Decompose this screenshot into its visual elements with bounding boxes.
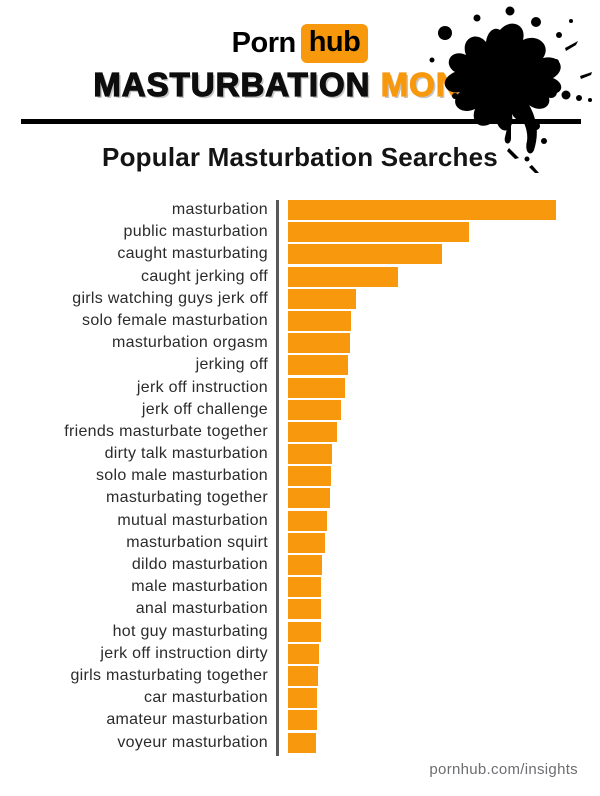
chart-row: girls watching guys jerk off bbox=[0, 288, 600, 309]
chart-row: solo female masturbation bbox=[0, 310, 600, 331]
bar bbox=[288, 621, 321, 642]
bar-label: hot guy masturbating bbox=[112, 622, 268, 640]
chart-row: solo male masturbation bbox=[0, 466, 600, 487]
bar-label: solo female masturbation bbox=[82, 311, 268, 329]
chart-row: friends masturbate together bbox=[0, 421, 600, 442]
bar bbox=[288, 421, 337, 442]
bar-label: masturbation orgasm bbox=[112, 334, 268, 352]
bar-label: dildo masturbation bbox=[131, 556, 268, 573]
campaign-headline-black: MASTURBATION bbox=[93, 65, 381, 103]
chart-row: caught jerking off bbox=[0, 266, 600, 287]
chart-row: voyeur masturbation bbox=[0, 732, 600, 753]
chart-row: jerk off instruction dirty bbox=[0, 643, 600, 664]
bar bbox=[288, 710, 317, 731]
chart-row: jerk off challenge bbox=[0, 399, 600, 420]
y-axis-line bbox=[276, 200, 279, 756]
bar bbox=[288, 355, 348, 376]
pornhub-logo: Porn hub bbox=[0, 24, 600, 63]
bar bbox=[288, 599, 321, 620]
bar-label: jerk off challenge bbox=[141, 400, 268, 418]
bar-label: anal masturbation bbox=[135, 600, 268, 618]
chart-row: hot guy masturbating bbox=[0, 621, 600, 642]
chart-row: car masturbation bbox=[0, 688, 600, 709]
bar bbox=[288, 333, 350, 354]
bar-label: jerking off bbox=[195, 356, 268, 374]
bar bbox=[288, 200, 556, 220]
bar bbox=[288, 488, 331, 509]
chart-row: male masturbation bbox=[0, 577, 600, 598]
bar bbox=[288, 222, 469, 243]
bar-label: girls watching guys jerk off bbox=[72, 289, 268, 307]
chart-row: masturbation bbox=[0, 200, 600, 220]
bar bbox=[288, 288, 357, 309]
divider-rule bbox=[21, 119, 581, 124]
chart-row: dirty talk masturbation bbox=[0, 444, 600, 465]
chart-row: masturbation orgasm bbox=[0, 333, 600, 354]
bar-label: masturbating together bbox=[106, 489, 268, 507]
bar-label: jerk off instruction bbox=[136, 378, 268, 396]
bar-label: girls masturbating together bbox=[70, 666, 268, 684]
bar-label: dirty talk masturbation bbox=[104, 445, 268, 463]
bar-label: amateur masturbation bbox=[106, 711, 268, 729]
campaign-headline-orange: MONTH bbox=[380, 65, 507, 103]
bar bbox=[288, 732, 316, 753]
chart-row: masturbating together bbox=[0, 488, 600, 509]
bar-label: jerk off instruction dirty bbox=[100, 644, 268, 662]
bar bbox=[288, 510, 328, 531]
bar bbox=[288, 577, 322, 598]
chart-row: caught masturbating bbox=[0, 244, 600, 265]
bar-label: car masturbation bbox=[144, 689, 268, 707]
bar-label: mutual masturbation bbox=[117, 511, 268, 529]
bar-label: male masturbation bbox=[131, 578, 268, 596]
bar-label: caught jerking off bbox=[141, 267, 268, 285]
bar-label: voyeur masturbation bbox=[117, 733, 268, 751]
chart-row: public masturbation bbox=[0, 222, 600, 243]
bar bbox=[288, 688, 318, 709]
bar-label: caught masturbating bbox=[117, 245, 268, 263]
chart-row: girls masturbating together bbox=[0, 665, 600, 686]
chart-row: masturbation squirt bbox=[0, 532, 600, 553]
logo-porn-text: Porn bbox=[231, 27, 297, 59]
bar-label: solo male masturbation bbox=[95, 467, 268, 485]
chart-row: amateur masturbation bbox=[0, 710, 600, 731]
page-title: Popular Masturbation Searches bbox=[102, 142, 498, 172]
bar-label: public masturbation bbox=[123, 223, 268, 241]
bar bbox=[288, 244, 443, 265]
bar bbox=[288, 377, 346, 398]
bar-chart: masturbation public masturbation caught ma… bbox=[0, 200, 600, 756]
chart-row: dildo masturbation bbox=[0, 555, 600, 575]
bar bbox=[288, 466, 331, 487]
bar bbox=[288, 532, 325, 553]
chart-row: mutual masturbation bbox=[0, 510, 600, 531]
bar bbox=[288, 266, 398, 287]
footer-link: pornhub.com/insights bbox=[429, 761, 578, 778]
bar bbox=[288, 555, 322, 575]
logo-hub-badge: hub bbox=[300, 24, 369, 63]
bar bbox=[288, 444, 332, 465]
campaign-headline: MASTURBATION MONTH bbox=[0, 65, 600, 104]
chart-row: jerk off instruction bbox=[0, 377, 600, 398]
bar-label: masturbation bbox=[171, 201, 268, 218]
bar-label: masturbation squirt bbox=[126, 533, 268, 551]
logo-hub-text: hub bbox=[308, 26, 361, 58]
chart-row: jerking off bbox=[0, 355, 600, 376]
chart-row: anal masturbation bbox=[0, 599, 600, 620]
bar bbox=[288, 643, 320, 664]
bar bbox=[288, 665, 318, 686]
bar bbox=[288, 310, 351, 331]
bar-label: friends masturbate together bbox=[64, 422, 268, 440]
bar bbox=[288, 399, 342, 420]
